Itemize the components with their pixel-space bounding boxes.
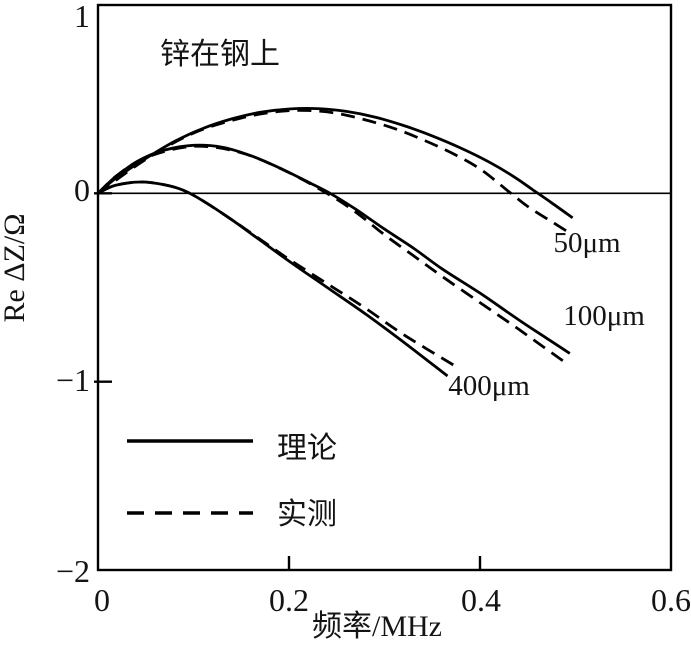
y-axis-title: Re ΔZ/Ω xyxy=(0,213,31,322)
x-tick-label-0_6: 0.6 xyxy=(651,582,691,618)
x-tick-label-0_4: 0.4 xyxy=(461,582,501,618)
curve-100um-theory xyxy=(97,143,571,355)
curve-400um-measured xyxy=(97,180,457,368)
x-tick-label-0_2: 0.2 xyxy=(269,582,309,618)
x-tick-label-0: 0 xyxy=(94,582,110,618)
x-axis-title: 频率/MHz xyxy=(312,610,442,642)
curve-400um-theory xyxy=(97,180,449,378)
y-tick-label-minus2: −2 xyxy=(56,553,90,589)
curve-label-50um: 50μm xyxy=(553,227,621,259)
legend-label-theory: 理论 xyxy=(277,432,337,465)
y-tick-label-0: 0 xyxy=(74,172,90,208)
y-tick-label-minus1: −1 xyxy=(56,362,90,398)
legend-label-measured: 实测 xyxy=(277,498,337,531)
curve-50um-theory xyxy=(97,106,574,219)
y-tick-label-1: 1 xyxy=(74,0,90,34)
curves-layer xyxy=(97,106,574,378)
plot-annotation: 锌在钢上 xyxy=(160,38,280,71)
curve-50um-measured xyxy=(97,108,574,236)
plot-border xyxy=(96,3,673,572)
curve-100um-measured xyxy=(97,144,564,363)
curve-label-400um: 400μm xyxy=(448,370,530,402)
curve-label-100um: 100μm xyxy=(563,300,645,332)
